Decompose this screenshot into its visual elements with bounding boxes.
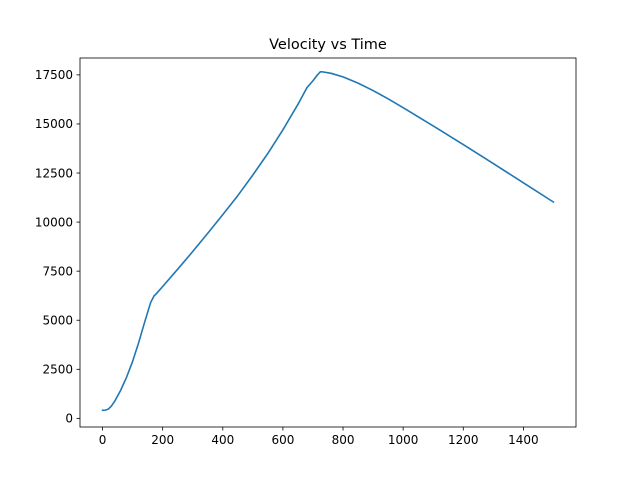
y-tick-label: 2500: [42, 363, 73, 377]
series-line-0: [101, 70, 555, 412]
y-tick-label: 5000: [42, 314, 73, 328]
x-tick-label: 1200: [448, 433, 479, 447]
y-tick-label: 12500: [35, 166, 73, 180]
x-tick-label: 1000: [388, 433, 419, 447]
x-tick-label: 1400: [508, 433, 539, 447]
plot-area: [101, 70, 555, 412]
y-tick-label: 17500: [35, 68, 73, 82]
x-tick-label: 400: [211, 433, 234, 447]
axes: 0 200 400 600 800 1000 1200 1400 0 2500 5000 7500 10…: [35, 57, 577, 447]
x-tick-label: 800: [332, 433, 355, 447]
x-tick-label: 200: [151, 433, 174, 447]
y-tick-label: 10000: [35, 215, 73, 229]
x-tick-label: 600: [271, 433, 294, 447]
axes-frame: [79, 57, 577, 428]
x-tick-label: 0: [99, 433, 107, 447]
y-tick-label: 15000: [35, 117, 73, 131]
chart-title: Velocity vs Time: [269, 37, 387, 53]
y-tick-label: 0: [65, 412, 73, 426]
y-tick-label: 7500: [42, 264, 73, 278]
